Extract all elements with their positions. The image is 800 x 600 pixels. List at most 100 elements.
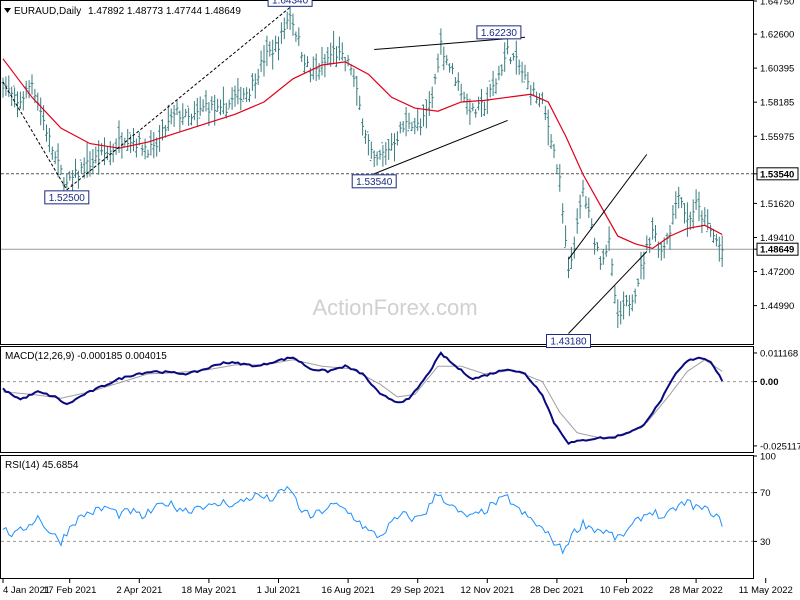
ohlc-bar (714, 233, 718, 247)
ohlc-bar (593, 237, 597, 255)
macd-panel (0, 346, 754, 453)
date-tick-label: 10 Feb 2022 (600, 585, 653, 596)
ohlc-bar (364, 129, 367, 144)
ohlc-bar (703, 207, 707, 225)
date-tick-label: 2 Apr 2021 (116, 585, 162, 596)
ohlc-bar (622, 291, 626, 320)
ohlc-bar (404, 107, 408, 137)
rsi-tick-label: 30 (760, 537, 771, 548)
ohlc-bar (178, 110, 182, 132)
ohlc-bar (616, 299, 620, 329)
ohlc-bar (659, 242, 663, 261)
ohlc-bar (50, 146, 54, 160)
ohlc-bar (262, 45, 266, 77)
menu-triangle-icon[interactable] (4, 8, 11, 13)
ohlc-bar (642, 251, 646, 280)
ohlc-bar (442, 46, 446, 71)
ohlc-bar (712, 228, 715, 243)
ohlc-bar (76, 170, 80, 189)
ohlc-bar (297, 27, 301, 46)
ohlc-bar (291, 13, 295, 36)
ohlc-bar (433, 73, 437, 85)
ohlc-bar (465, 93, 469, 115)
chart-header: EURAUD,Daily 1.47892 1.48773 1.47744 1.4… (4, 6, 241, 17)
ohlc-values: 1.47892 1.48773 1.47744 1.48649 (88, 6, 241, 17)
ohlc-bar (268, 41, 272, 57)
ohlc-bar (685, 202, 689, 237)
ohlc-bar (578, 194, 582, 219)
ohlc-bar (361, 118, 365, 136)
macd-tick: -0.025117 (753, 441, 800, 452)
ohlc-bar (221, 86, 225, 115)
ohlc-bar (610, 258, 614, 277)
ohlc-bar (85, 141, 89, 178)
ohlc-bar (65, 173, 69, 189)
ohlc-bar (410, 121, 414, 132)
ohlc-bar (337, 36, 341, 61)
trendline-lower-wedge (374, 120, 508, 175)
ohlc-bar (245, 87, 249, 103)
ohlc-bar (668, 225, 672, 250)
ohlc-bar (248, 88, 251, 102)
ohlc-bar (694, 189, 698, 210)
ohlc-bar (625, 294, 628, 307)
ohlc-bar (143, 138, 147, 160)
ohlc-bar (352, 68, 356, 88)
ohlc-bar (271, 39, 275, 70)
ohlc-bar (569, 246, 573, 269)
ohlc-bar (265, 35, 269, 67)
rsi-tick: 70 (753, 488, 771, 499)
ohlc-bar (430, 86, 434, 109)
ohlc-bar (169, 108, 173, 125)
ohlc-bar (584, 195, 588, 209)
date-tick-label: 11 May 2022 (739, 585, 793, 596)
ohlc-bar (294, 31, 298, 42)
ohlc-bar (648, 237, 652, 253)
ohlc-bar (709, 222, 713, 238)
ohlc-bar (416, 108, 420, 131)
ohlc-bar (198, 96, 202, 119)
price-annotation: 1.53540 (351, 174, 397, 189)
price-tick: 1.47200 (753, 267, 794, 278)
ohlc-bar (480, 88, 483, 117)
rsi-tick-label: 100 (760, 452, 776, 463)
ohlc-bar (390, 133, 394, 151)
ohlc-bar (636, 278, 640, 287)
ohlc-bar (564, 225, 568, 249)
price-tick: 1.44990 (753, 301, 794, 312)
ohlc-bar (256, 68, 260, 85)
ohlc-bar (195, 97, 199, 126)
ohlc-bar (105, 146, 109, 161)
ohlc-bar (596, 242, 599, 252)
ohlc-bar (419, 118, 423, 136)
ohlc-bar (134, 138, 138, 158)
ohlc-bar (633, 288, 637, 304)
ohlc-bar (274, 35, 278, 52)
annotation-label: 1.53540 (356, 177, 393, 188)
date-tick: 11 May 2022 (739, 578, 793, 596)
ohlc-bar (587, 197, 591, 218)
ohlc-bar (448, 63, 452, 73)
annotation-label: 1.62230 (481, 28, 518, 39)
rsi-tick: 100 (753, 452, 776, 463)
ohlc-bar (378, 149, 382, 160)
price-tick-label: 1.62600 (760, 30, 794, 41)
ohlc-bar (13, 85, 17, 108)
ohlc-bar (282, 17, 286, 40)
price-tick: 1.53540 (753, 167, 799, 181)
price-tick: 1.55975 (753, 132, 794, 143)
price-tick-label: 1.64750 (760, 0, 794, 8)
ohlc-bar (627, 295, 631, 317)
ohlc-bar (407, 112, 411, 132)
ohlc-bar (511, 52, 515, 61)
macd-tick-label: 0.00 (760, 377, 779, 388)
ohlc-bar (503, 42, 507, 72)
ohlc-bar (683, 203, 686, 224)
ohlc-bar (654, 225, 657, 242)
price-tick: 1.60395 (753, 64, 794, 75)
ohlc-bar (514, 40, 518, 75)
ohlc-bar (720, 235, 724, 267)
ohlc-bar (355, 75, 359, 106)
date-tick-label: 16 Aug 2021 (321, 585, 374, 596)
